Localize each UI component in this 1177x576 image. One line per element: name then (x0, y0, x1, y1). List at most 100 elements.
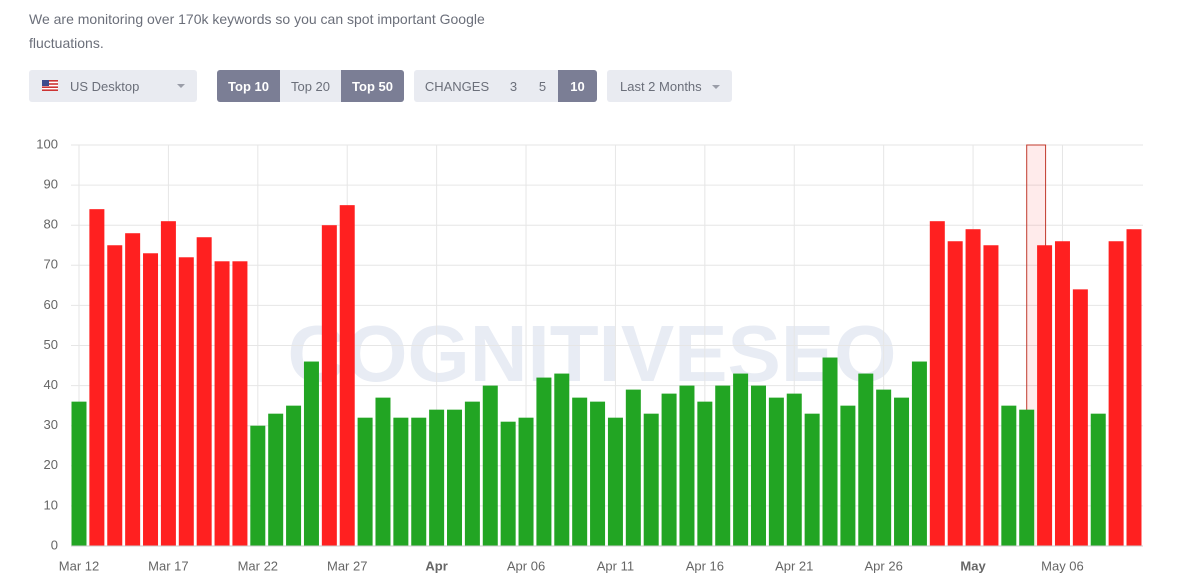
bar (268, 413, 284, 546)
bar (393, 417, 409, 546)
x-tick-label: Apr (425, 558, 447, 573)
bar (125, 233, 141, 546)
y-tick-label: 0 (51, 537, 58, 552)
bar (303, 361, 319, 546)
y-tick-label: 40 (44, 377, 58, 392)
changes-3-button[interactable]: 3 (509, 78, 518, 94)
region-label: US Desktop (70, 78, 140, 94)
bar (1037, 245, 1053, 546)
x-tick-label: Mar 17 (148, 558, 188, 573)
bar (858, 373, 874, 546)
bar (840, 405, 856, 546)
bar (447, 409, 463, 546)
bar (464, 401, 480, 546)
bar (357, 417, 373, 546)
bar (679, 385, 695, 546)
bar (733, 373, 749, 546)
bar (89, 209, 105, 546)
bar (232, 261, 248, 546)
y-tick-label: 20 (44, 457, 58, 472)
bar (143, 253, 159, 546)
x-tick-label: Apr 16 (686, 558, 724, 573)
x-tick-label: Apr 21 (775, 558, 813, 573)
x-tick-label: Mar 27 (327, 558, 367, 573)
top-10-button[interactable]: Top 10 (217, 70, 280, 102)
bar (107, 245, 123, 546)
bar (786, 393, 802, 546)
bar (625, 389, 641, 546)
bar (894, 397, 910, 546)
bar (518, 417, 534, 546)
bar (590, 401, 606, 546)
bar (196, 237, 212, 547)
bar (1019, 409, 1035, 546)
top-50-button[interactable]: Top 50 (341, 70, 404, 102)
bar (1072, 289, 1088, 546)
bar (947, 241, 963, 547)
x-tick-label: May (960, 558, 986, 573)
top-20-button[interactable]: Top 20 (290, 78, 331, 94)
bar (911, 361, 927, 546)
bar (697, 401, 713, 546)
changes-10-button[interactable]: 10 (558, 70, 597, 102)
bar (965, 229, 981, 546)
bar (715, 385, 731, 546)
bar (822, 357, 838, 546)
bar (1126, 229, 1142, 546)
y-tick-label: 90 (44, 177, 58, 192)
bar (411, 417, 427, 546)
x-tick-label: Mar 22 (238, 558, 278, 573)
bar (250, 425, 266, 546)
x-tick-label: Apr 06 (507, 558, 545, 573)
bar (339, 205, 355, 546)
y-tick-label: 70 (44, 257, 58, 272)
bar (482, 385, 498, 546)
bar (750, 385, 766, 546)
y-tick-label: 50 (44, 337, 58, 352)
bar (429, 409, 445, 546)
x-tick-label: Mar 12 (59, 558, 99, 573)
bar (643, 413, 659, 546)
bar (1090, 413, 1106, 546)
bar (768, 397, 784, 546)
bar (375, 397, 391, 546)
watermark: COGNITIVESEO (288, 309, 897, 398)
bar (983, 245, 999, 546)
x-tick-label: May 06 (1041, 558, 1084, 573)
y-tick-label: 80 (44, 217, 58, 232)
bar (500, 421, 516, 546)
bar (804, 413, 820, 546)
period-label: Last 2 Months (620, 78, 702, 94)
y-tick-label: 10 (44, 497, 58, 512)
y-tick-label: 100 (36, 136, 58, 151)
bar (607, 417, 623, 546)
bar (214, 261, 230, 546)
bar (661, 393, 677, 546)
intro-text: We are monitoring over 170k keywords so … (29, 11, 485, 51)
bar (1001, 405, 1017, 546)
bar (572, 397, 588, 546)
bar (178, 257, 194, 546)
changes-group: CHANGES 3 5 10 (414, 70, 597, 102)
changes-5-button[interactable]: 5 (538, 78, 547, 94)
bar (929, 221, 945, 546)
x-tick-label: Apr 26 (865, 558, 903, 573)
bar (554, 373, 570, 546)
y-tick-label: 60 (44, 297, 58, 312)
bar (286, 405, 302, 546)
x-tick-label: Apr 11 (597, 558, 634, 573)
bar (1108, 241, 1124, 547)
period-dropdown[interactable]: Last 2 Months (607, 70, 732, 102)
bar (321, 225, 337, 546)
bar (536, 377, 552, 546)
bar (876, 389, 892, 546)
changes-label: CHANGES (424, 78, 490, 94)
region-dropdown[interactable]: US Desktop (29, 70, 197, 102)
bar (160, 221, 176, 546)
hover-band (1026, 144, 1047, 547)
flag-icon (42, 80, 58, 91)
y-tick-label: 30 (44, 417, 58, 432)
bar (1054, 241, 1070, 547)
bar (71, 401, 87, 546)
